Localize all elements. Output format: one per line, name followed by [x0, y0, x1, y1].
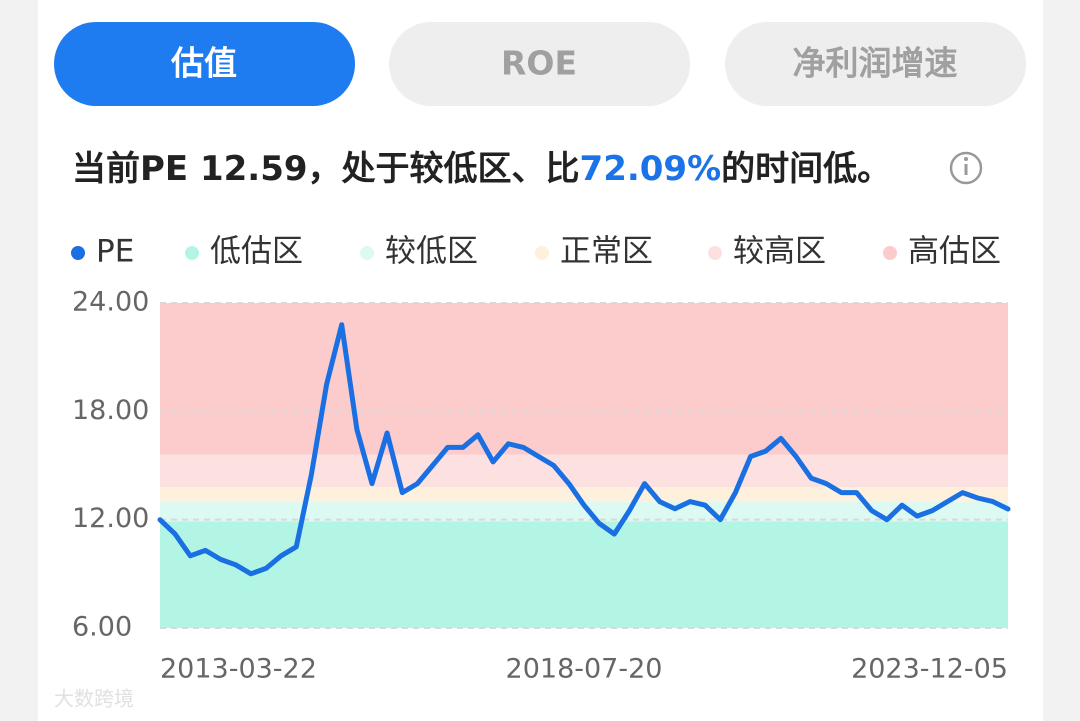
legend-marker [185, 246, 199, 260]
legend-label: PE [96, 234, 134, 270]
tab[interactable] [725, 22, 1026, 106]
legend-marker [883, 246, 897, 260]
y-tick-label: 12.00 [72, 503, 149, 534]
tab-active[interactable] [54, 22, 355, 106]
legend-label: 较高区 [733, 234, 826, 270]
zone-band [160, 501, 1008, 522]
headline: 当前PE 12.59，处于较低区、比72.09%的时间低。 [72, 149, 891, 189]
legend-marker [535, 246, 549, 260]
headline-highlight: 72.09% [580, 149, 722, 189]
watermark: 大数跨境 [54, 687, 134, 711]
x-tick-label: 2013-03-22 [160, 654, 317, 685]
legend-label: 高估区 [908, 234, 1001, 270]
legend-marker [708, 246, 722, 260]
y-tick-label: 18.00 [72, 395, 149, 426]
y-tick-label: 24.00 [72, 287, 149, 318]
legend-marker [71, 246, 85, 260]
legend-label: 低估区 [210, 234, 303, 270]
info-icon[interactable] [949, 151, 983, 185]
tab[interactable] [389, 22, 690, 106]
zone-band [160, 487, 1008, 502]
zone-band [160, 303, 1008, 455]
pe-line [157, 322, 1011, 577]
legend-marker [360, 246, 374, 260]
headline-text: 的时间低。 [721, 149, 891, 189]
legend-label: 较低区 [385, 234, 478, 270]
y-tick-label: 6.00 [72, 612, 132, 643]
zone-band [160, 454, 1008, 488]
zone-band [160, 521, 1008, 628]
headline-text: 当前PE 12.59，处于较低区、比 [72, 149, 580, 189]
legend-label: 正常区 [560, 234, 653, 270]
x-tick-label: 2023-12-05 [851, 654, 1008, 685]
tab-label[interactable]: 净利润增速 [793, 44, 958, 83]
tab-label[interactable]: 估值 [170, 44, 237, 83]
tab-label[interactable]: ROE [501, 44, 577, 83]
x-tick-label: 2018-07-20 [506, 654, 663, 685]
